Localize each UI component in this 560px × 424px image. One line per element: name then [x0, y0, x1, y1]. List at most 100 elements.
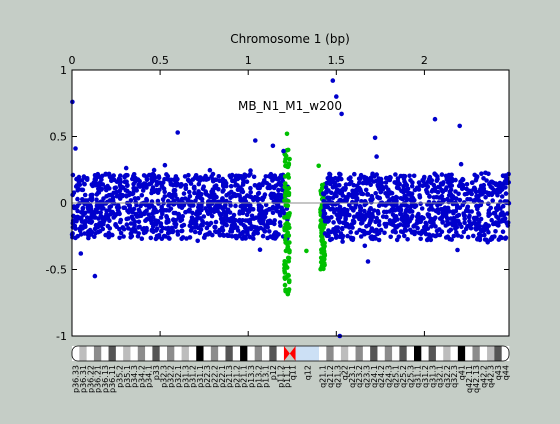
chromosome-band [152, 346, 160, 361]
data-point [482, 237, 488, 242]
band-label: p36.33 [72, 365, 81, 393]
chromosome-band [254, 346, 263, 361]
data-point [402, 223, 408, 228]
data-point [267, 207, 273, 212]
data-point [399, 217, 405, 222]
data-point [474, 174, 480, 179]
data-point [75, 188, 80, 193]
data-point [465, 234, 471, 240]
chromosome-band [406, 346, 415, 361]
band-label: p31.2 [189, 365, 198, 388]
data-point [229, 223, 235, 228]
data-point [428, 237, 434, 243]
data-point [447, 189, 453, 195]
data-point [378, 183, 384, 189]
data-point [216, 174, 222, 179]
data-point [446, 229, 452, 234]
data-point [128, 221, 134, 226]
data-point [373, 191, 379, 196]
data-point [118, 230, 124, 236]
data-point [439, 193, 445, 199]
band-label: q31.2 [421, 365, 430, 388]
data-point [381, 209, 387, 215]
data-point [326, 218, 332, 224]
data-point [304, 248, 309, 254]
data-point [75, 208, 80, 214]
data-point [327, 195, 333, 201]
data-point [435, 174, 440, 179]
data-point [160, 207, 165, 213]
data-point [471, 215, 477, 221]
data-point [329, 236, 335, 242]
data-point [192, 184, 197, 190]
data-point [334, 94, 339, 99]
data-point [124, 222, 130, 227]
data-point [190, 210, 195, 216]
data-point [364, 224, 369, 229]
data-point [465, 196, 470, 202]
data-point [136, 225, 141, 230]
data-point [175, 130, 180, 135]
data-point [278, 192, 284, 198]
data-point [128, 198, 134, 203]
data-point [316, 163, 322, 169]
data-point [141, 173, 147, 178]
band-label: q23.3 [363, 365, 372, 388]
data-point [73, 146, 78, 151]
data-point [485, 223, 491, 228]
data-point [249, 224, 255, 229]
data-point [487, 181, 492, 187]
data-point [284, 265, 290, 270]
data-point [148, 181, 154, 186]
data-point [406, 192, 411, 197]
data-point [476, 198, 482, 203]
chromosome-band [326, 346, 334, 361]
data-point [448, 182, 454, 188]
data-point [92, 226, 98, 232]
chromosome-band [435, 346, 444, 361]
data-point [500, 203, 506, 209]
data-point [80, 205, 86, 211]
data-point [367, 220, 373, 226]
data-point [123, 165, 129, 171]
data-point [396, 234, 402, 239]
data-point [416, 211, 421, 217]
data-point [253, 138, 258, 143]
y-tick-label: -0.5 [46, 264, 67, 277]
data-point [359, 199, 364, 204]
data-point [321, 214, 326, 219]
data-point [319, 238, 325, 243]
data-point [429, 224, 434, 229]
data-point [401, 176, 407, 181]
data-point [374, 154, 379, 159]
data-point [486, 201, 491, 207]
data-point [210, 188, 216, 194]
data-point [151, 205, 157, 210]
data-point [428, 233, 434, 239]
data-point [131, 174, 136, 179]
data-point [117, 235, 122, 241]
data-point [503, 191, 509, 196]
data-point [75, 233, 80, 239]
data-point [481, 186, 487, 191]
data-point [251, 174, 257, 180]
data-point [340, 226, 345, 232]
data-point [495, 192, 500, 198]
data-point [256, 207, 262, 213]
data-point [233, 203, 238, 209]
centromere [283, 346, 290, 361]
data-point [212, 184, 217, 189]
data-point [76, 175, 81, 181]
data-point [99, 187, 104, 192]
band-label: q24.3 [384, 365, 393, 388]
band-label: q22 [341, 365, 350, 380]
band-label: p21.3 [225, 365, 234, 388]
data-point [117, 226, 122, 232]
data-point [144, 198, 150, 203]
data-point [167, 229, 173, 235]
data-point [432, 171, 437, 176]
data-point [187, 223, 193, 228]
data-point [362, 176, 368, 182]
data-point [175, 181, 180, 186]
data-point [94, 197, 99, 202]
